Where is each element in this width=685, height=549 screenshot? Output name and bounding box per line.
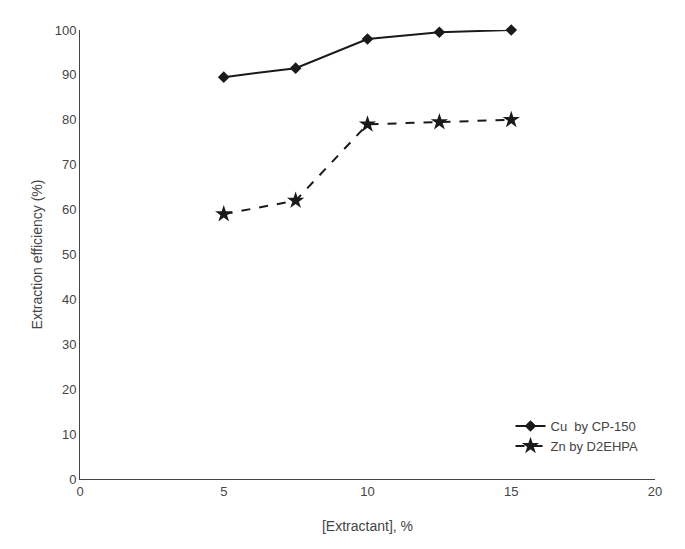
svg-text:0: 0 [69,472,76,487]
svg-text:10: 10 [62,427,76,442]
svg-text:20: 20 [648,484,662,499]
svg-text:Extraction efficiency (%): Extraction efficiency (%) [29,180,45,330]
svg-text:100: 100 [55,23,77,38]
svg-text:15: 15 [504,484,518,499]
svg-text:20: 20 [62,382,76,397]
svg-text:[Extractant], %: [Extractant], % [322,518,413,534]
svg-text:Zn by D2EHPA: Zn by D2EHPA [551,439,639,454]
svg-text:10: 10 [360,484,374,499]
svg-text:90: 90 [62,67,76,82]
svg-text:80: 80 [62,112,76,127]
svg-text:30: 30 [62,337,76,352]
svg-text:40: 40 [62,292,76,307]
svg-text:70: 70 [62,157,76,172]
svg-text:60: 60 [62,202,76,217]
svg-text:0: 0 [76,484,83,499]
svg-text:50: 50 [62,247,76,262]
svg-text:5: 5 [220,484,227,499]
svg-text:Cu by CP-150: Cu by CP-150 [551,419,636,434]
